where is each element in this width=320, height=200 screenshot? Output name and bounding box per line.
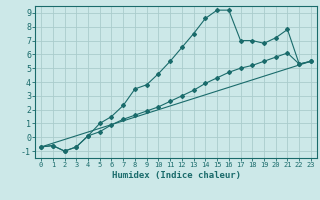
X-axis label: Humidex (Indice chaleur): Humidex (Indice chaleur)	[111, 171, 241, 180]
